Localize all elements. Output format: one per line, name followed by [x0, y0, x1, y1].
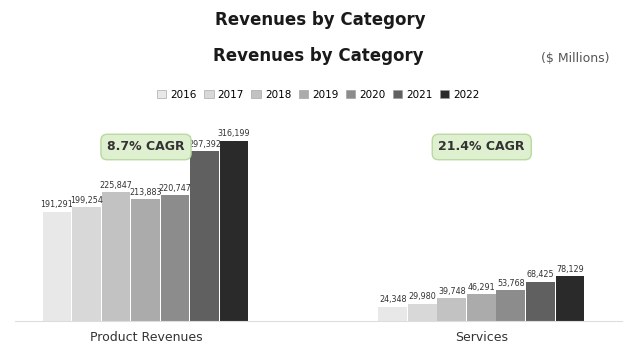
Text: 316,199: 316,199 [218, 129, 250, 138]
Text: ($ Millions): ($ Millions) [537, 52, 609, 65]
Text: 53,768: 53,768 [497, 279, 525, 288]
Text: Revenues by Category: Revenues by Category [213, 47, 424, 65]
Bar [526, 282, 555, 321]
Bar [467, 294, 495, 321]
Bar [220, 141, 248, 321]
Text: 29,980: 29,980 [408, 292, 436, 301]
Text: 297,392: 297,392 [188, 140, 221, 149]
Text: 220,747: 220,747 [159, 184, 191, 193]
Bar [72, 207, 100, 321]
Legend: 2016, 2017, 2018, 2019, 2020, 2021, 2022: 2016, 2017, 2018, 2019, 2020, 2021, 2022 [155, 88, 482, 102]
Bar [556, 276, 584, 321]
Bar [438, 298, 466, 321]
Bar [408, 303, 436, 321]
Bar [43, 212, 71, 321]
Text: 225,847: 225,847 [100, 181, 132, 190]
Text: 191,291: 191,291 [40, 200, 74, 209]
Bar [497, 290, 525, 321]
Text: 213,883: 213,883 [129, 187, 162, 197]
Bar [190, 151, 219, 321]
Bar [102, 192, 131, 321]
Text: 46,291: 46,291 [467, 283, 495, 292]
Text: 199,254: 199,254 [70, 196, 103, 205]
Text: 8.7% CAGR: 8.7% CAGR [107, 140, 185, 154]
Text: 21.4% CAGR: 21.4% CAGR [438, 140, 525, 154]
Bar [131, 199, 160, 321]
Text: 68,425: 68,425 [527, 270, 554, 279]
Text: 24,348: 24,348 [379, 295, 406, 304]
Text: Revenues by Category: Revenues by Category [214, 11, 426, 29]
Bar [378, 307, 407, 321]
Bar [161, 195, 189, 321]
Text: 78,129: 78,129 [556, 265, 584, 274]
Text: 39,748: 39,748 [438, 287, 465, 296]
